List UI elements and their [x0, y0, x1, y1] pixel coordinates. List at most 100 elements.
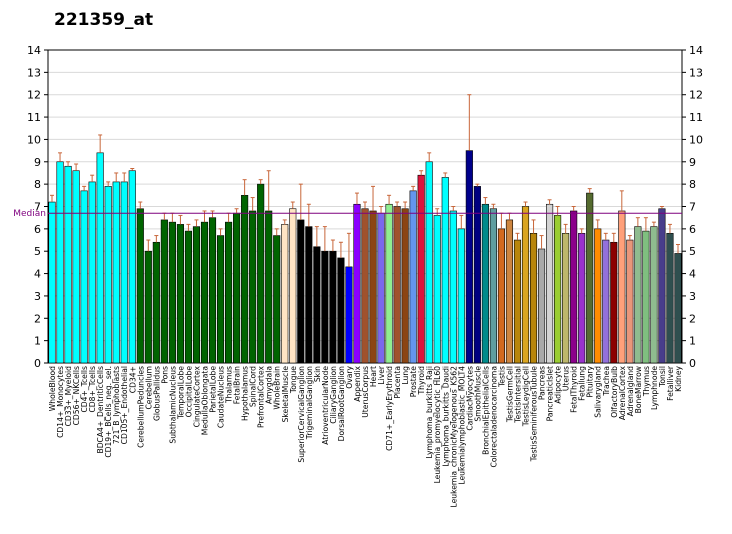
bar-55 — [489, 208, 497, 364]
x-tick-label-4: CD4+_Tcells — [80, 366, 89, 413]
chart-title: 221359_at — [54, 10, 154, 30]
bar-27 — [265, 210, 273, 364]
bar-34 — [321, 250, 329, 364]
bar-65 — [570, 210, 578, 364]
y-tick-label-left-11: 11 — [27, 111, 41, 124]
bar-45 — [409, 190, 417, 364]
x-tick-label-55: Colorectaladenocarcinoma — [489, 366, 498, 467]
x-tick-label-49: Lymphoma_burkitts_Daudi — [441, 366, 450, 467]
x-tick-label-61: Pancreas — [538, 366, 547, 400]
median-label: Median — [13, 209, 46, 219]
bar-6 — [96, 152, 104, 364]
x-tick-label-74: Thymus — [642, 366, 651, 397]
x-tick-label-57: TestisGermCell — [505, 366, 514, 423]
bar-58 — [513, 239, 522, 364]
bar-40 — [369, 210, 377, 364]
y-tick-label-right-1: 1 — [689, 335, 696, 348]
bar-78 — [674, 253, 682, 364]
y-tick-label-left-9: 9 — [34, 156, 41, 169]
x-tick-label-42: CD71+_EarlyErythroid — [385, 366, 394, 451]
x-tick-label-76: Tonsil — [658, 366, 667, 388]
x-tick-label-16: TemporalLobe — [176, 366, 185, 420]
x-tick-label-14: Pons — [160, 366, 169, 384]
bar-39 — [361, 208, 369, 364]
bar-28 — [273, 235, 281, 364]
bar-41 — [377, 212, 385, 364]
y-tick-label-right-14: 14 — [689, 44, 703, 57]
x-tick-label-56: Testis — [497, 366, 506, 388]
bar-12 — [144, 250, 152, 364]
bar-63 — [554, 215, 562, 364]
x-tick-label-6: BDCA4+_DentriticCells — [96, 366, 105, 454]
x-tick-label-48: Leukemia_promyelocytic_HL60 — [433, 366, 442, 484]
x-tick-label-10: CD34+ — [128, 366, 137, 393]
x-tick-label-2: CD33+_Myeloid — [64, 366, 73, 427]
bar-42 — [385, 203, 393, 364]
y-tick-label-right-0: 0 — [689, 357, 696, 370]
x-tick-label-7: CD19+_BCells_neg._sel. — [104, 366, 113, 458]
x-tick-label-19: MedullaOblongata — [200, 366, 209, 435]
x-tick-label-37: Ovary — [345, 366, 354, 389]
bar-76 — [658, 208, 666, 364]
x-tick-label-78: Kidney — [674, 365, 683, 391]
x-tick-label-33: Skin — [313, 366, 322, 382]
bar-66 — [578, 233, 586, 364]
x-tick-label-39: UterusCorpus — [361, 366, 370, 418]
y-tick-label-left-13: 13 — [27, 66, 41, 79]
x-tick-label-62: PancreaticIslet — [546, 366, 555, 421]
x-tick-label-32: TrigeminalGanglion — [305, 366, 314, 440]
bar-52 — [465, 150, 473, 364]
bar-23 — [233, 212, 241, 364]
bar-5 — [88, 181, 96, 364]
y-tick-label-right-7: 7 — [689, 201, 696, 214]
x-tick-label-30: Tongue — [289, 366, 298, 394]
bar-44 — [401, 208, 409, 364]
x-tick-label-46: Thyroid — [417, 366, 426, 396]
x-tick-label-23: FetalBrain — [233, 366, 242, 404]
x-tick-label-67: Pituitary — [586, 365, 595, 397]
bar-31 — [297, 219, 305, 364]
bar-73 — [634, 226, 642, 364]
x-tick-label-34: AtrioventricularNode — [321, 366, 330, 445]
bar-54 — [481, 203, 489, 364]
bar-35 — [329, 250, 337, 364]
bar-61 — [537, 248, 546, 364]
bar-15 — [168, 221, 176, 364]
bar-16 — [176, 224, 184, 364]
bar-62 — [546, 203, 554, 364]
bar-20 — [208, 217, 217, 364]
bar-0 — [48, 201, 56, 364]
bar-22 — [225, 221, 233, 364]
bar-30 — [289, 208, 297, 364]
bar-32 — [305, 226, 313, 364]
bar-9 — [120, 181, 128, 364]
bar-69 — [602, 239, 610, 364]
y-tick-label-left-0: 0 — [34, 357, 41, 370]
bar-53 — [473, 186, 481, 364]
x-tick-label-54: BronchialEpithelialCells — [481, 366, 490, 455]
y-tick-label-right-5: 5 — [689, 245, 696, 258]
bar-24 — [241, 195, 249, 364]
bar-51 — [457, 228, 465, 364]
bar-36 — [337, 257, 345, 364]
x-tick-label-66: Fetallung — [578, 366, 587, 401]
bar-68 — [594, 228, 602, 364]
bar-29 — [281, 224, 289, 364]
y-tick-label-left-4: 4 — [34, 268, 41, 281]
x-tick-label-11: CerebellumPeduncles — [136, 366, 145, 448]
y-tick-label-right-10: 10 — [689, 133, 703, 146]
bar-75 — [650, 226, 658, 364]
y-tick-label-left-10: 10 — [27, 133, 41, 146]
bar-21 — [216, 235, 225, 364]
bar-64 — [562, 233, 570, 364]
x-tick-label-73: BoneMarrow — [634, 366, 643, 413]
y-tick-label-right-2: 2 — [689, 312, 696, 325]
bar-4 — [80, 190, 88, 364]
x-tick-label-25: SpinalCord — [249, 366, 258, 407]
x-tick-label-27: Amygdala — [265, 366, 274, 404]
x-tick-label-40: Heart — [369, 366, 378, 387]
bar-2 — [64, 165, 72, 364]
x-tick-label-60: TestisSeminiferousTubule — [530, 366, 539, 463]
